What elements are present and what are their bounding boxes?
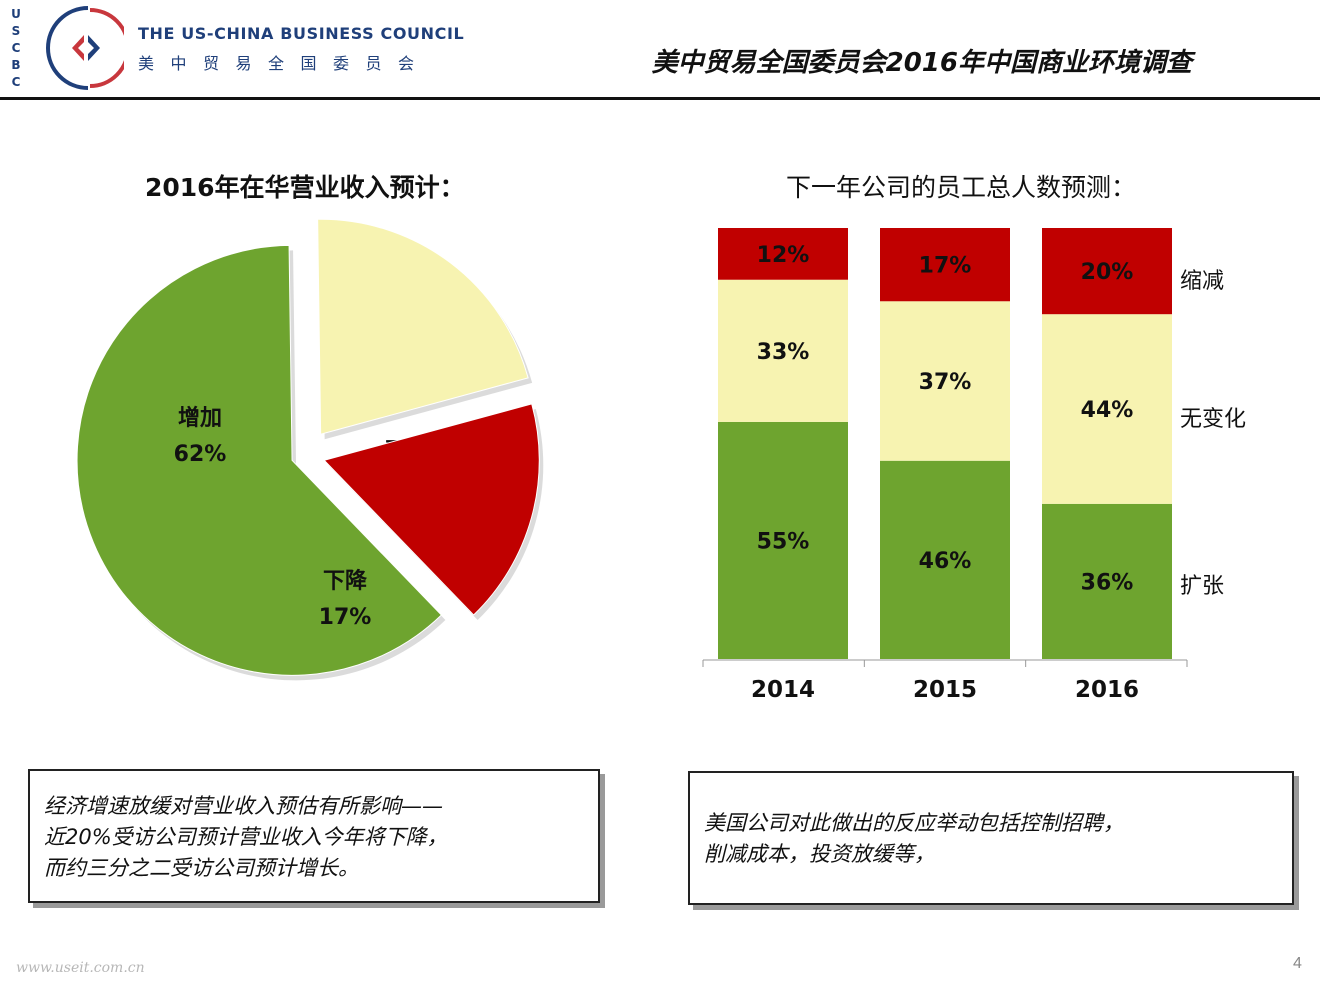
pie-slice (76, 244, 443, 676)
pie-chart-title: 2016年在华营业收入预计： (145, 173, 465, 202)
page-number: 4 (1293, 955, 1302, 972)
logo-icon (46, 6, 124, 90)
bar-value-label: 46% (919, 549, 972, 574)
watermark: www.useit.com.cn (16, 960, 145, 976)
legend-label: 扩张 (1180, 574, 1224, 599)
bar-segment (880, 228, 1010, 302)
pie-slice-label: 下降 (323, 569, 368, 594)
logo-letter: B (11, 58, 21, 72)
bar-segment (1042, 503, 1172, 659)
note-line: 美国公司对此做出的反应举动包括控制招聘， (704, 811, 1124, 835)
pie-slice (317, 218, 529, 435)
bar-value-label: 33% (757, 340, 810, 365)
pie-slice-value-label: 62% (174, 442, 227, 467)
logo-letters: U S C B C (8, 6, 24, 91)
x-tick-label: 2015 (913, 677, 977, 703)
org-name-zh: 美中贸易全国委员会 (138, 54, 431, 73)
note-line: 而约三分之二受访公司预计增长。 (44, 856, 359, 880)
bar-value-label: 36% (1081, 570, 1134, 595)
header-divider (0, 97, 1320, 100)
pie-slice-label: 增加 (178, 405, 222, 431)
bar-segment (880, 460, 1010, 659)
bar-segment (880, 301, 1010, 461)
bar-segment (1042, 314, 1172, 504)
logo-letter: U (11, 7, 21, 21)
logo-letter: C (11, 75, 21, 89)
bar-chart-title: 下一年公司的员工总人数预测： (786, 173, 1137, 202)
revenue-note-text: 经济增速放缓对营业收入预估有所影响—— 近20%受访公司预计营业收入今年将下降，… (44, 791, 589, 884)
bar-value-label: 37% (919, 370, 972, 395)
note-line: 近20%受访公司预计营业收入今年将下降， (44, 825, 448, 849)
bar-value-label: 20% (1081, 260, 1134, 285)
logo-letter: C (11, 41, 21, 55)
pie-slice (323, 403, 540, 616)
response-note-text: 美国公司对此做出的反应举动包括控制招聘， 削减成本，投资放缓等， (704, 808, 1284, 870)
report-title: 美中贸易全国委员会2016年中国商业环境调查 (651, 48, 1192, 78)
logo-letter: S (11, 24, 21, 38)
org-name-en: THE US-CHINA BUSINESS COUNCIL (138, 24, 465, 43)
stacked-bar-chart: 55% 33% 12% 2014 46% 37% 17% 2015 36% 44% 20% 2016 扩… (702, 228, 1246, 703)
bar-segment (718, 228, 848, 280)
response-note-box: 美国公司对此做出的反应举动包括控制招聘， 削减成本，投资放缓等， (688, 771, 1294, 905)
bar-segment (1042, 228, 1172, 315)
note-line: 经济增速放缓对营业收入预估有所影响—— (44, 794, 443, 818)
bar-segment (718, 421, 848, 659)
x-tick-label: 2014 (751, 677, 815, 703)
bar-value-label: 12% (757, 243, 810, 268)
x-tick-label: 2016 (1075, 677, 1139, 703)
bar-value-label: 44% (1081, 398, 1134, 423)
note-line: 削减成本，投资放缓等， (704, 842, 935, 866)
legend-label: 缩减 (1180, 269, 1224, 294)
legend-label: 无变化 (1180, 407, 1246, 432)
bar-segment (718, 279, 848, 422)
revenue-note-box: 经济增速放缓对营业收入预估有所影响—— 近20%受访公司预计营业收入今年将下降，… (28, 769, 600, 903)
bar-value-label: 17% (919, 254, 972, 279)
pie-slice-value-label: 17% (319, 605, 372, 630)
bar-value-label: 55% (757, 529, 810, 554)
